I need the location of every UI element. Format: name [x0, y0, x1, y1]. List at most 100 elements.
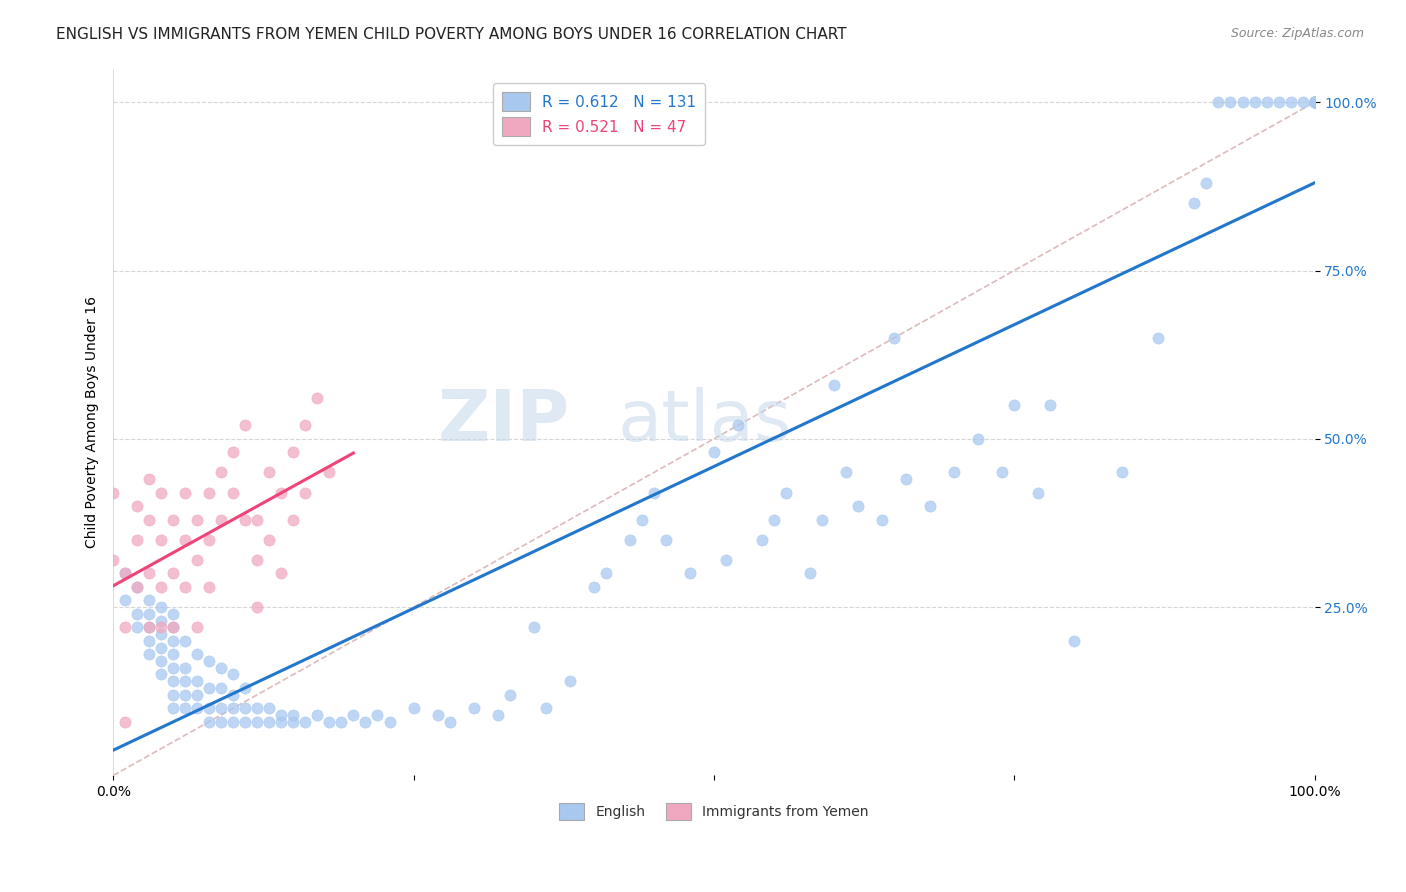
Point — [127, 580, 149, 594]
Point — [703, 445, 725, 459]
Point — [1303, 95, 1326, 110]
Point — [150, 667, 173, 681]
Text: ENGLISH VS IMMIGRANTS FROM YEMEN CHILD POVERTY AMONG BOYS UNDER 16 CORRELATION C: ENGLISH VS IMMIGRANTS FROM YEMEN CHILD P… — [56, 27, 846, 42]
Point — [150, 614, 173, 628]
Point — [150, 485, 173, 500]
Point — [1303, 95, 1326, 110]
Point — [307, 707, 329, 722]
Point — [1303, 95, 1326, 110]
Point — [1195, 176, 1218, 190]
Point — [534, 701, 557, 715]
Point — [498, 688, 520, 702]
Point — [283, 513, 305, 527]
Point — [1256, 95, 1278, 110]
Point — [1147, 331, 1170, 345]
Point — [150, 580, 173, 594]
Point — [307, 392, 329, 406]
Point — [138, 633, 160, 648]
Point — [342, 707, 364, 722]
Point — [330, 714, 353, 729]
Point — [1303, 95, 1326, 110]
Point — [209, 681, 232, 695]
Point — [127, 580, 149, 594]
Point — [283, 714, 305, 729]
Point — [222, 667, 245, 681]
Point — [1303, 95, 1326, 110]
Point — [174, 533, 197, 547]
Point — [270, 707, 292, 722]
Point — [162, 701, 184, 715]
Point — [1279, 95, 1302, 110]
Point — [138, 620, 160, 634]
Point — [222, 714, 245, 729]
Point — [714, 553, 737, 567]
Point — [1243, 95, 1265, 110]
Point — [222, 485, 245, 500]
Point — [138, 566, 160, 581]
Point — [103, 485, 125, 500]
Point — [114, 566, 136, 581]
Point — [259, 701, 281, 715]
Point — [1303, 95, 1326, 110]
Point — [186, 620, 208, 634]
Point — [162, 674, 184, 689]
Point — [727, 418, 749, 433]
Point — [1267, 95, 1289, 110]
Point — [246, 701, 269, 715]
Point — [595, 566, 617, 581]
Point — [198, 580, 221, 594]
Point — [991, 466, 1014, 480]
Point — [1303, 95, 1326, 110]
Point — [294, 714, 316, 729]
Point — [811, 513, 834, 527]
Point — [967, 432, 990, 446]
Point — [1184, 196, 1206, 211]
Point — [198, 485, 221, 500]
Point — [114, 620, 136, 634]
Point — [366, 707, 388, 722]
Point — [1303, 95, 1326, 110]
Point — [270, 714, 292, 729]
Point — [835, 466, 858, 480]
Point — [1303, 95, 1326, 110]
Point — [823, 378, 845, 392]
Point — [1232, 95, 1254, 110]
Point — [233, 418, 256, 433]
Point — [186, 648, 208, 662]
Point — [174, 485, 197, 500]
Point — [558, 674, 581, 689]
Point — [1303, 95, 1326, 110]
Point — [1303, 95, 1326, 110]
Point — [162, 607, 184, 621]
Point — [294, 418, 316, 433]
Point — [883, 331, 905, 345]
Point — [138, 620, 160, 634]
Point — [619, 533, 641, 547]
Point — [198, 714, 221, 729]
Point — [318, 714, 340, 729]
Point — [1026, 485, 1049, 500]
Point — [846, 499, 869, 513]
Point — [114, 593, 136, 607]
Point — [162, 620, 184, 634]
Point — [127, 607, 149, 621]
Text: ZIP: ZIP — [437, 387, 569, 457]
Point — [1303, 95, 1326, 110]
Point — [150, 620, 173, 634]
Point — [209, 513, 232, 527]
Point — [162, 620, 184, 634]
Point — [150, 600, 173, 615]
Point — [150, 654, 173, 668]
Legend: English, Immigrants from Yemen: English, Immigrants from Yemen — [554, 797, 875, 825]
Point — [894, 472, 917, 486]
Point — [162, 633, 184, 648]
Point — [162, 648, 184, 662]
Point — [222, 445, 245, 459]
Point — [198, 533, 221, 547]
Point — [751, 533, 773, 547]
Point — [246, 513, 269, 527]
Point — [150, 640, 173, 655]
Point — [186, 553, 208, 567]
Point — [138, 607, 160, 621]
Point — [679, 566, 702, 581]
